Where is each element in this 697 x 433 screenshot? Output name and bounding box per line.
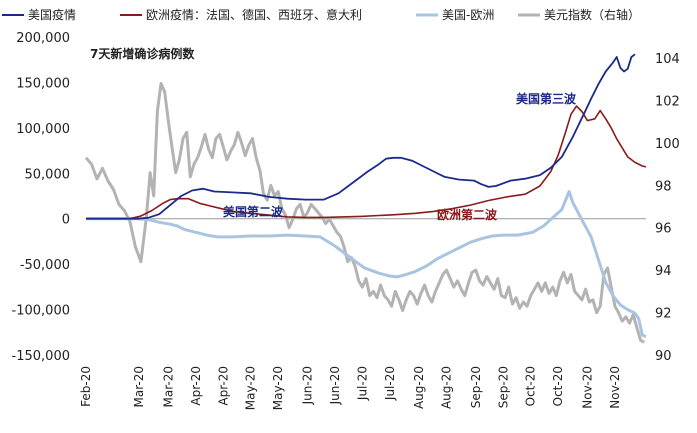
x-tick-label: Sep-20 bbox=[469, 366, 483, 408]
left-tick-label: 50,000 bbox=[25, 167, 71, 182]
right-tick-label: 98 bbox=[655, 179, 672, 194]
x-tick-label: Sep-20 bbox=[496, 366, 510, 408]
x-axis: Feb-20 Mar-20 Mar-20 Apr-20 Apr-20 May-20 May-… bbox=[79, 366, 622, 410]
left-tick-label: 0 bbox=[62, 213, 70, 228]
x-tick-label: Jul-20 bbox=[355, 366, 369, 401]
legend-label-us: 美国疫情 bbox=[28, 7, 76, 22]
x-tick-label: May-20 bbox=[244, 366, 258, 410]
legend-label-diff: 美国-欧洲 bbox=[442, 8, 494, 22]
legend-item-eu: 欧洲疫情：法国、德国、西班牙、意大利 bbox=[120, 7, 362, 22]
legend-item-dxy: 美元指数（右轴） bbox=[518, 7, 640, 22]
x-tick-label: Nov-20 bbox=[608, 366, 622, 409]
left-tick-label: 150,000 bbox=[16, 76, 70, 91]
right-axis: 104 102 100 98 96 94 92 90 bbox=[655, 52, 680, 364]
right-tick-label: 94 bbox=[655, 264, 672, 279]
x-tick-label: Apr-20 bbox=[189, 366, 203, 406]
left-axis: 200,000 150,000 100,000 50,000 0 -50,000 -100,… bbox=[12, 31, 70, 364]
x-tick-label: Jun-20 bbox=[300, 366, 314, 405]
x-tick-label: May-20 bbox=[271, 366, 285, 410]
series-eu-cases bbox=[86, 105, 647, 220]
right-tick-label: 100 bbox=[655, 137, 680, 152]
left-tick-label: -150,000 bbox=[12, 349, 70, 364]
legend-item-us: 美国疫情 bbox=[2, 7, 76, 22]
left-tick-label: 100,000 bbox=[16, 122, 70, 137]
x-tick-label: Oct-20 bbox=[551, 366, 565, 406]
left-tick-label: -100,000 bbox=[12, 304, 70, 319]
x-tick-label: Mar-20 bbox=[132, 366, 146, 407]
x-tick-label: Nov-20 bbox=[580, 366, 594, 409]
x-tick-label: Mar-20 bbox=[161, 366, 175, 407]
annotation-us-second-wave: 美国第二波 bbox=[223, 204, 284, 219]
right-tick-label: 102 bbox=[655, 94, 680, 109]
series-us-minus-eu bbox=[86, 190, 647, 339]
x-tick-label: Jul-20 bbox=[383, 366, 397, 401]
series-dollar-index bbox=[84, 82, 645, 344]
right-tick-label: 96 bbox=[655, 222, 672, 237]
chart-note: 7天新增确诊病例数 bbox=[90, 46, 195, 61]
x-tick-label: Jun-20 bbox=[328, 366, 342, 405]
x-tick-label: Apr-20 bbox=[216, 366, 230, 406]
right-tick-label: 104 bbox=[655, 52, 680, 67]
series-group bbox=[84, 53, 647, 344]
legend-label-eu: 欧洲疫情：法国、德国、西班牙、意大利 bbox=[146, 7, 362, 22]
right-tick-label: 90 bbox=[655, 349, 672, 364]
annotation-us-third-wave: 美国第三波 bbox=[516, 91, 577, 106]
x-tick-label: Aug-20 bbox=[412, 366, 426, 409]
legend: 美国疫情 欧洲疫情：法国、德国、西班牙、意大利 美国-欧洲 美元指数（右轴） bbox=[2, 7, 640, 22]
x-tick-label: Aug-20 bbox=[440, 366, 454, 409]
right-tick-label: 92 bbox=[655, 307, 672, 322]
x-tick-label: Feb-20 bbox=[79, 366, 93, 407]
left-tick-label: -50,000 bbox=[20, 258, 70, 273]
series-us-cases bbox=[86, 53, 636, 220]
legend-label-dxy: 美元指数（右轴） bbox=[544, 7, 640, 22]
annotation-eu-second-wave: 欧洲第二波 bbox=[437, 207, 498, 222]
left-tick-label: 200,000 bbox=[16, 31, 70, 46]
x-tick-label: Oct-20 bbox=[524, 366, 538, 406]
legend-item-diff: 美国-欧洲 bbox=[416, 8, 494, 22]
